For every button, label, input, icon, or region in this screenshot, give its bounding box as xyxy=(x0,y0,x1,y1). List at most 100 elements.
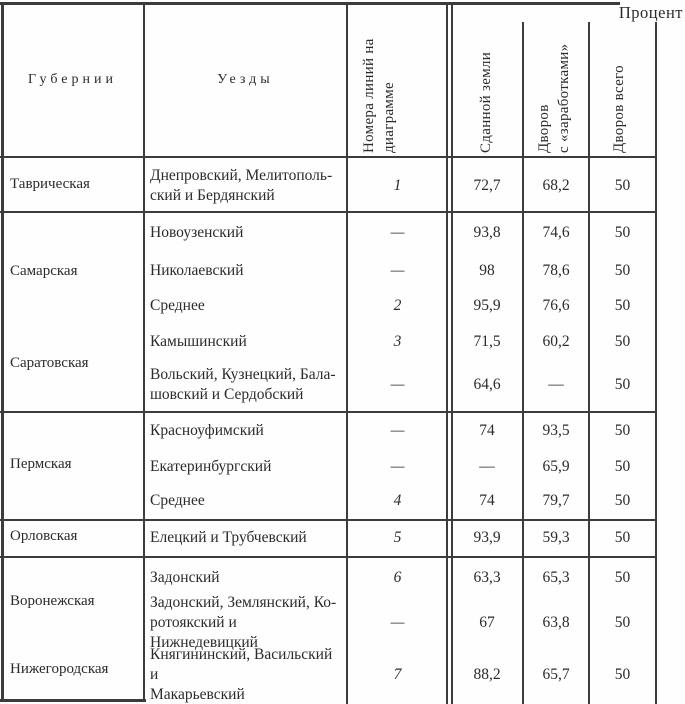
uezd-cell: Николаевский xyxy=(150,261,244,279)
households-earnings-cell: 65,9 xyxy=(542,457,570,475)
column-header-diagram-line-numbers: Номера линий на диаграмме xyxy=(361,38,397,153)
uezd-cell: Княгининский, Васильский и Макарьевский xyxy=(150,646,333,703)
uezd-cell: Среднее xyxy=(150,297,205,315)
table-border-left xyxy=(1,2,4,702)
diagram-line-number-cell: — xyxy=(390,422,405,440)
uezd-cell: Елецкий и Трубчевский xyxy=(150,529,307,547)
table-row: Княгининский, Васильский и Макарьевский … xyxy=(0,646,685,703)
uezd-cell: Екатеринбургский xyxy=(150,457,272,475)
divider-gubernii-uezdy xyxy=(143,2,145,701)
households-total-cell: 50 xyxy=(614,297,631,315)
gubernia-label: Нижегородская xyxy=(10,661,109,677)
diagram-line-number-cell: — xyxy=(390,261,405,279)
rented-land-cell: 67 xyxy=(479,614,495,632)
households-total-cell: 50 xyxy=(614,176,631,194)
rented-land-cell: 93,9 xyxy=(473,529,501,547)
table-row: Елецкий и Трубчевский 5 93,9 59,3 50 xyxy=(0,520,685,556)
households-earnings-cell: — xyxy=(548,376,564,394)
diagram-line-number-cell: — xyxy=(390,224,405,242)
uezd-cell: Красноуфимский xyxy=(150,422,264,440)
households-earnings-cell: 63,8 xyxy=(542,614,570,632)
uezd-cell: Новоузенский xyxy=(150,224,244,242)
households-total-cell: 50 xyxy=(614,457,631,475)
column-header-households-total: Дворов всего xyxy=(611,65,627,153)
group-separator-permskaya xyxy=(0,519,656,521)
rented-land-cell: 71,5 xyxy=(473,332,501,350)
group-separator-tavricheskaya xyxy=(0,211,656,213)
households-earnings-cell: 93,5 xyxy=(542,422,570,440)
households-earnings-cell: 60,2 xyxy=(542,332,570,350)
table-row: Красноуфимский — 74 93,5 50 xyxy=(0,412,685,450)
double-rule-outer xyxy=(446,2,448,704)
uezd-cell: Днепровский, Мелитополь- ский и Бердянск… xyxy=(150,166,333,204)
households-total-cell: 50 xyxy=(614,332,631,350)
households-earnings-cell: 59,3 xyxy=(542,529,570,547)
rented-land-cell: 74 xyxy=(479,492,495,510)
double-rule-inner xyxy=(450,2,453,704)
households-earnings-cell: 78,6 xyxy=(542,261,570,279)
households-earnings-cell: 79,7 xyxy=(542,492,570,510)
table-row: Новоузенский — 93,8 74,6 50 xyxy=(0,213,685,253)
rented-land-cell: 95,9 xyxy=(473,297,501,315)
group-separator-saratovskaya xyxy=(0,411,656,413)
divider-rented-earnings xyxy=(522,22,524,704)
gubernia-label: Саратовская xyxy=(10,355,89,371)
table-row: Днепровский, Мелитополь- ский и Бердянск… xyxy=(0,159,685,212)
header-separator-line xyxy=(0,156,656,158)
gubernia-label: Воронежская xyxy=(10,593,95,609)
column-header-households-with-earnings: Дворов с «заработками» xyxy=(536,43,572,153)
rented-land-cell: 93,8 xyxy=(473,224,501,242)
gubernia-label: Орловская xyxy=(10,528,78,544)
percent-group-header: Процент xyxy=(618,3,683,22)
uezd-cell: Камышинский xyxy=(150,332,247,350)
uezd-cell: Среднее xyxy=(150,492,205,510)
households-total-cell: 50 xyxy=(614,261,631,279)
table-border-bottom-left xyxy=(0,699,146,702)
table-row: Екатеринбургский — — 65,9 50 xyxy=(0,450,685,483)
rented-land-cell: 64,6 xyxy=(473,376,501,394)
diagram-line-number-cell: — xyxy=(390,457,405,475)
gubernia-label: Пермская xyxy=(10,456,72,472)
uezd-cell: Задонский, Землянский, Ко- ротоякский и … xyxy=(150,594,337,651)
households-total-cell: 50 xyxy=(614,614,631,632)
group-separator-orlovskaya xyxy=(0,556,656,558)
gubernia-label: Самарская xyxy=(10,263,78,279)
divider-total-margin xyxy=(655,22,657,704)
table-row: Среднее 4 74 79,7 50 xyxy=(0,483,685,519)
rented-land-cell: 72,7 xyxy=(473,176,501,194)
table-row: Вольский, Кузнецкий, Бала- шовский и Сер… xyxy=(0,359,685,411)
diagram-line-number-cell: 2 xyxy=(393,297,402,315)
households-total-cell: 50 xyxy=(614,492,631,510)
diagram-line-number-cell: 5 xyxy=(393,529,402,547)
uezd-cell: Вольский, Кузнецкий, Бала- шовский и Сер… xyxy=(150,366,336,403)
uezd-cell: Задонский xyxy=(150,568,220,586)
households-earnings-cell: 74,6 xyxy=(542,224,570,242)
households-total-cell: 50 xyxy=(614,666,631,684)
diagram-line-number-cell: 7 xyxy=(393,666,402,684)
column-header-rented-land: Сданной земли xyxy=(478,51,494,153)
table-border-top xyxy=(0,2,620,5)
diagram-line-number-cell: 1 xyxy=(393,176,402,194)
gubernia-label: Таврическая xyxy=(10,176,90,192)
rented-land-cell: 98 xyxy=(479,261,495,279)
column-header-uezdy: Уезды xyxy=(217,71,274,87)
column-header-gubernii: Губернии xyxy=(27,71,117,87)
divider-uezdy-linenumbers xyxy=(346,2,349,704)
households-total-cell: 50 xyxy=(614,422,631,440)
table-row: Задонский, Землянский, Ко- ротоякский и … xyxy=(0,594,685,651)
table-row: Камышинский 3 71,5 60,2 50 xyxy=(0,324,685,359)
households-total-cell: 50 xyxy=(614,529,631,547)
diagram-line-number-cell: — xyxy=(390,614,405,632)
diagram-line-number-cell: 6 xyxy=(393,568,402,586)
households-earnings-cell: 65,7 xyxy=(542,666,570,684)
rented-land-cell: 88,2 xyxy=(473,666,501,684)
diagram-line-number-cell: — xyxy=(390,376,405,394)
households-earnings-cell: 65,3 xyxy=(542,568,570,586)
table-row: Среднее 2 95,9 76,6 50 xyxy=(0,288,685,324)
households-earnings-cell: 76,6 xyxy=(542,297,570,315)
divider-earnings-total xyxy=(588,22,590,704)
households-earnings-cell: 68,2 xyxy=(542,176,570,194)
diagram-line-number-cell: 3 xyxy=(393,332,402,350)
households-total-cell: 50 xyxy=(614,224,631,242)
